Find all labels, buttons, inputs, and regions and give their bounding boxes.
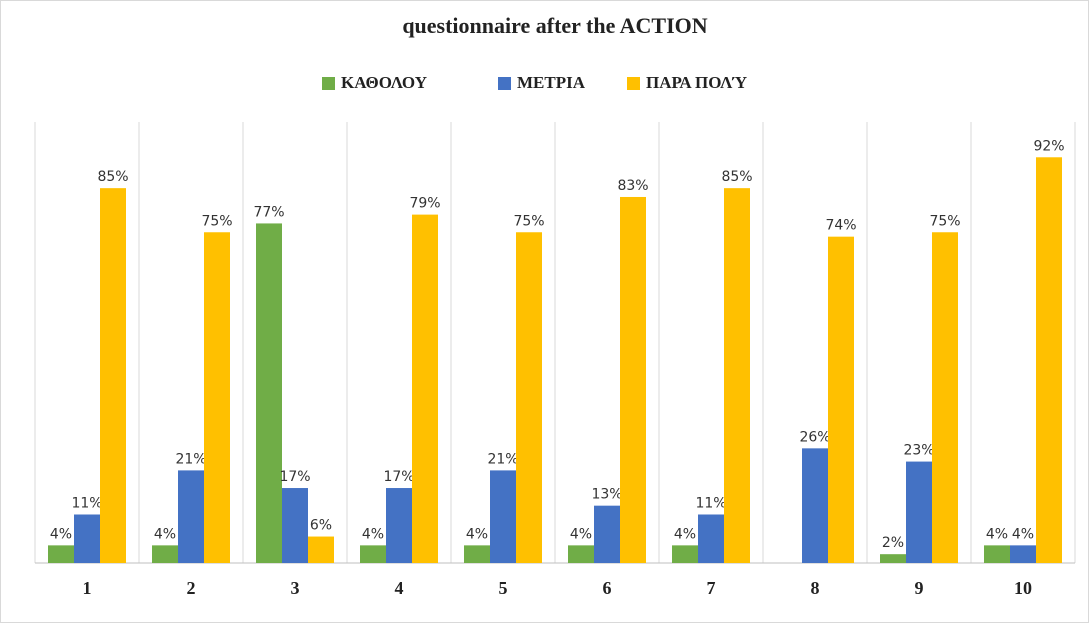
- legend-swatch: [627, 77, 640, 90]
- bar: [516, 232, 542, 563]
- data-label: 83%: [617, 178, 648, 194]
- bar: [178, 470, 204, 563]
- bar: [698, 514, 724, 563]
- x-tick-label: 3: [291, 578, 300, 598]
- data-label: 85%: [721, 169, 752, 185]
- data-label: 74%: [825, 218, 856, 234]
- bar: [490, 470, 516, 563]
- bar: [802, 448, 828, 563]
- x-tick-label: 8: [811, 578, 820, 598]
- data-label: 21%: [487, 451, 518, 467]
- legend-label: ΜΕΤΡΙΑ: [517, 73, 586, 92]
- bar: [412, 214, 438, 564]
- bar: [672, 545, 698, 563]
- data-label: 4%: [154, 526, 176, 542]
- bar: [74, 514, 100, 563]
- x-tick-label: 6: [603, 578, 612, 598]
- data-label: 2%: [882, 535, 904, 551]
- bar: [386, 488, 412, 563]
- x-tick-label: 2: [187, 578, 196, 598]
- bar: [48, 545, 74, 563]
- data-label: 4%: [466, 526, 488, 542]
- data-label: 4%: [986, 526, 1008, 542]
- bar: [1010, 545, 1036, 563]
- data-label: 79%: [409, 196, 440, 212]
- x-tick-label: 5: [499, 578, 508, 598]
- bar: [568, 545, 594, 563]
- data-label: 6%: [310, 518, 332, 534]
- x-tick-label: 10: [1014, 578, 1032, 598]
- data-label: 11%: [695, 495, 726, 511]
- legend-swatch: [322, 77, 335, 90]
- bar: [932, 232, 958, 563]
- x-tick-label: 7: [707, 578, 716, 598]
- x-tick-label: 9: [915, 578, 924, 598]
- bar: [282, 488, 308, 563]
- x-tick-label: 4: [395, 578, 404, 598]
- bar: [984, 545, 1010, 563]
- bar: [906, 461, 932, 563]
- data-label: 4%: [570, 526, 592, 542]
- data-label: 13%: [591, 487, 622, 503]
- bar: [594, 505, 620, 563]
- bar: [308, 536, 334, 563]
- data-label: 17%: [279, 469, 310, 485]
- data-label: 23%: [903, 443, 934, 459]
- data-label: 75%: [929, 213, 960, 229]
- bar: [828, 236, 854, 563]
- x-tick-label: 1: [83, 578, 92, 598]
- data-label: 77%: [253, 204, 284, 220]
- data-label: 4%: [362, 526, 384, 542]
- data-label: 4%: [1012, 526, 1034, 542]
- bar: [256, 223, 282, 563]
- data-label: 75%: [513, 213, 544, 229]
- data-label: 4%: [50, 526, 72, 542]
- data-label: 26%: [799, 429, 830, 445]
- bar: [360, 545, 386, 563]
- bar: [1036, 157, 1062, 563]
- data-label: 75%: [201, 213, 232, 229]
- data-label: 4%: [674, 526, 696, 542]
- legend-label: ΚΑΘΟΛΟΥ: [341, 73, 427, 92]
- bar: [724, 188, 750, 563]
- bar: [204, 232, 230, 563]
- bar: [152, 545, 178, 563]
- bar: [100, 188, 126, 563]
- bar: [620, 196, 646, 563]
- data-label: 11%: [71, 495, 102, 511]
- data-label: 92%: [1033, 138, 1064, 154]
- legend-swatch: [498, 77, 511, 90]
- bar: [880, 554, 906, 563]
- data-label: 21%: [175, 451, 206, 467]
- bar: [464, 545, 490, 563]
- chart-title: questionnaire after the ACTION: [402, 13, 707, 38]
- data-label: 85%: [97, 169, 128, 185]
- data-label: 17%: [383, 469, 414, 485]
- legend-label: ΠΑΡΑ ΠΟΛΎ: [646, 73, 747, 92]
